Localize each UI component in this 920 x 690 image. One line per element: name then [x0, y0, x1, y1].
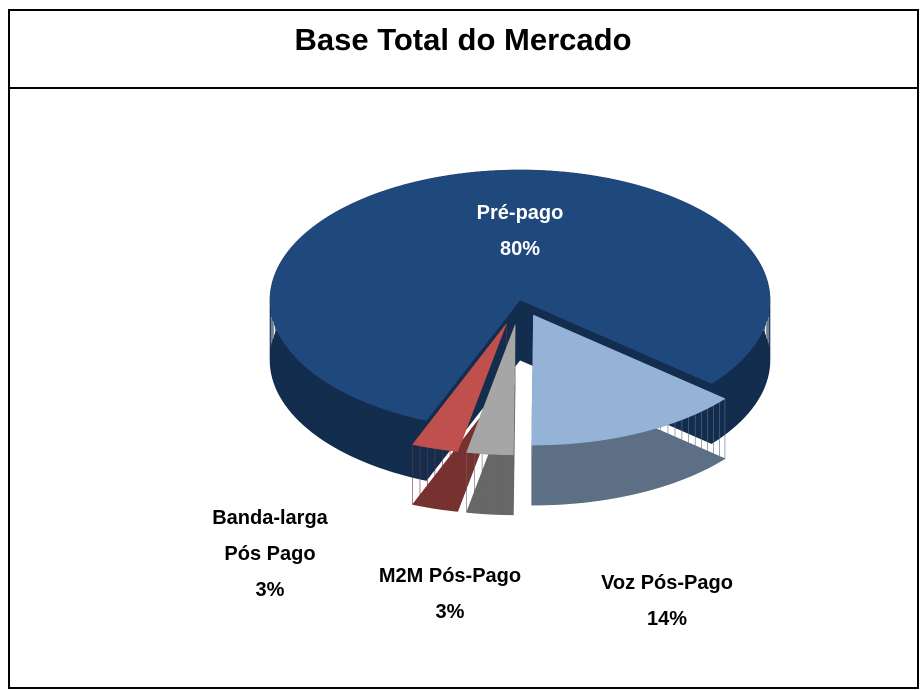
slice: [412, 323, 507, 452]
slice-value-label: 3%: [435, 601, 465, 623]
slice-label: M2M Pós-Pago: [378, 565, 522, 587]
slice: [269, 169, 771, 421]
slice: [466, 324, 516, 456]
slice-value-label: 14%: [646, 608, 688, 630]
slice-value-label: 80%: [499, 238, 541, 260]
pie: [269, 169, 771, 516]
slice-label: Pré-pago: [476, 202, 564, 224]
slice-label: Banda-larga Pós Pago: [212, 507, 328, 565]
chart-title: Base Total do Mercado: [294, 22, 632, 57]
slice-value-label: 3%: [255, 579, 285, 601]
chart-frame: [8, 9, 919, 689]
slice-label: Voz Pós-Pago: [601, 572, 733, 594]
slice: [531, 314, 726, 446]
